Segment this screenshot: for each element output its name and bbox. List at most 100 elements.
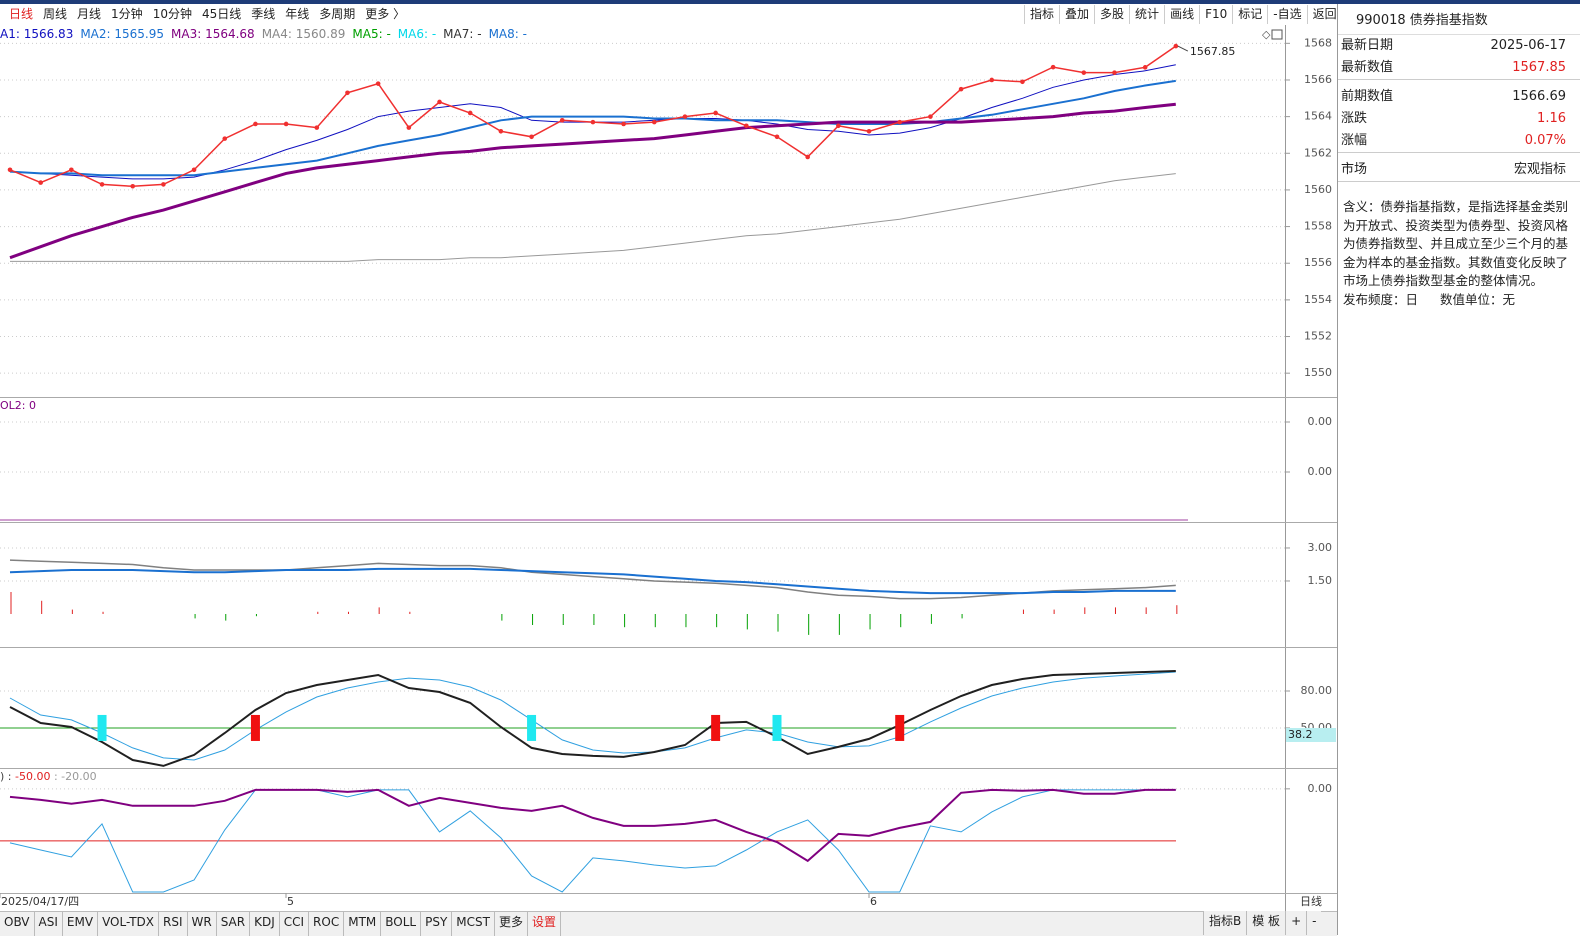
- period-tab[interactable]: 10分钟: [152, 7, 192, 21]
- indicator-tab[interactable]: PSY: [421, 912, 453, 936]
- close-point: [744, 123, 749, 129]
- indicator-tab[interactable]: MTM: [344, 912, 382, 936]
- info-value: 1.16: [1537, 111, 1566, 126]
- indicator-tab[interactable]: EMV: [63, 912, 99, 936]
- tool-button[interactable]: -自选: [1267, 5, 1306, 24]
- close-point: [928, 114, 933, 119]
- series-line: [9, 102, 1176, 260]
- tool-button[interactable]: 多股: [1094, 5, 1129, 24]
- legend-item: A1: 1566.83: [0, 27, 74, 41]
- tool-button[interactable]: 指标: [1024, 5, 1059, 24]
- info-value: 宏观指标: [1513, 162, 1566, 177]
- close-point: [1142, 65, 1148, 70]
- close-point: [69, 167, 74, 173]
- period-tab[interactable]: 1分钟: [111, 7, 143, 21]
- period-tab[interactable]: 多周期: [319, 7, 356, 21]
- indicator-tab[interactable]: WR: [188, 912, 217, 936]
- window-icon: [1271, 29, 1283, 40]
- y-tick-label: 1560: [1304, 183, 1332, 196]
- legend-item: MA5: -: [352, 27, 391, 41]
- info-key: 最新数值: [1341, 60, 1394, 75]
- indicator-tab[interactable]: BOLL: [381, 912, 422, 936]
- close-point: [467, 110, 473, 116]
- close-point: [621, 121, 626, 127]
- series-line: [9, 567, 1176, 595]
- y-tick-label: 1554: [1304, 293, 1332, 306]
- y-tick-label: 80.00: [1301, 684, 1333, 697]
- tab-button[interactable]: 模 板: [1246, 911, 1285, 935]
- info-key: 涨跌: [1341, 111, 1368, 126]
- close-point: [836, 123, 841, 129]
- y-tick-label: 1552: [1304, 330, 1332, 343]
- period-tab[interactable]: 周线: [43, 7, 68, 21]
- close-point: [774, 134, 780, 140]
- x-label: 6: [870, 895, 877, 908]
- indicator-tab[interactable]: ASI: [35, 912, 63, 936]
- indicator-tab[interactable]: ROC: [309, 912, 345, 936]
- close-point: [897, 119, 903, 125]
- tabs-right: 指标B 模 板 + -: [1203, 911, 1322, 935]
- series-line: [9, 559, 1176, 600]
- indicator-tabs: OBV ASI EMV VOL-TDX RSI WR SAR KDJ CCI ROC MTM BOLL…: [0, 911, 1337, 936]
- osc-header: ) : -50.00 : -20.00: [0, 770, 97, 783]
- indicator-tab[interactable]: CCI: [280, 912, 310, 936]
- close-point: [1020, 79, 1025, 85]
- info-row: 涨幅 0.07%: [1338, 130, 1580, 152]
- period-tab[interactable]: 月线: [77, 7, 102, 21]
- close-point: [1081, 70, 1087, 75]
- close-point: [253, 121, 258, 127]
- signal-marker: [527, 714, 537, 741]
- close-point: [222, 136, 228, 141]
- indicator-tab[interactable]: SAR: [217, 912, 251, 936]
- tool-button[interactable]: 叠加: [1059, 5, 1094, 24]
- close-point: [437, 99, 442, 105]
- info-key: 涨幅: [1341, 133, 1368, 148]
- close-point: [989, 77, 995, 83]
- period-tab[interactable]: 更多 〉: [365, 7, 406, 21]
- description: 含义：债券指基指数，是指选择基金类别为开放式、投资类型为债券型、投资风格为债券指…: [1338, 188, 1580, 309]
- legend-item: MA7: -: [443, 27, 482, 41]
- legend-item: MA4: 1560.89: [261, 27, 346, 41]
- tab-button[interactable]: 指标B: [1203, 911, 1246, 935]
- tool-button[interactable]: 标记: [1232, 5, 1267, 24]
- indicator-tab[interactable]: 更多: [495, 912, 528, 936]
- indicator-tab[interactable]: MCST: [452, 912, 495, 936]
- tool-button[interactable]: 统计: [1129, 5, 1164, 24]
- info-value: 1566.69: [1512, 89, 1566, 104]
- tool-button[interactable]: 画线: [1164, 5, 1199, 24]
- info-row: 最新日期 2025-06-17: [1338, 35, 1580, 57]
- info-title: 990018 债券指基指数: [1338, 4, 1580, 35]
- close-point: [590, 119, 596, 125]
- signal-marker: [711, 714, 721, 741]
- close-point: [99, 182, 105, 187]
- info-row: 涨跌 1.16: [1338, 108, 1580, 130]
- readout-box: [1286, 728, 1336, 742]
- indicator-tab[interactable]: KDJ: [250, 912, 280, 936]
- close-point: [559, 117, 565, 123]
- frequency: 发布频度：日: [1343, 291, 1419, 307]
- period-label: 日线: [1300, 894, 1322, 908]
- header-part: : -20.00: [50, 770, 96, 783]
- close-point: [191, 167, 197, 173]
- close-point: [682, 114, 688, 119]
- period-tab[interactable]: 45日线: [201, 7, 242, 21]
- tool-button[interactable]: 返回: [1306, 5, 1342, 24]
- tool-bar: 指标 叠加 多股 统计 画线 F10 标记 -自选 返回: [1024, 5, 1342, 24]
- period-tab[interactable]: 季线: [251, 7, 276, 21]
- indicator-tab[interactable]: 设置: [528, 912, 562, 936]
- x-label: 5: [287, 895, 294, 908]
- axis-column: [1285, 25, 1337, 911]
- period-tab[interactable]: 日线: [9, 7, 34, 21]
- tab-button[interactable]: -: [1306, 911, 1321, 935]
- tool-button[interactable]: F10: [1199, 5, 1232, 24]
- legend-item: MA3: 1564.68: [171, 27, 255, 41]
- diamond-icon: ◇: [1262, 28, 1271, 41]
- y-tick-label: 0.00: [1308, 415, 1333, 428]
- period-tab[interactable]: 年线: [285, 7, 310, 21]
- indicator-tab[interactable]: VOL-TDX: [98, 912, 159, 936]
- indicator-tab[interactable]: OBV: [0, 912, 35, 936]
- y-tick-label: 3.00: [1308, 541, 1333, 554]
- tab-button[interactable]: +: [1285, 911, 1306, 935]
- indicator-tab[interactable]: RSI: [159, 912, 188, 936]
- y-tick-label: 1.50: [1308, 574, 1333, 587]
